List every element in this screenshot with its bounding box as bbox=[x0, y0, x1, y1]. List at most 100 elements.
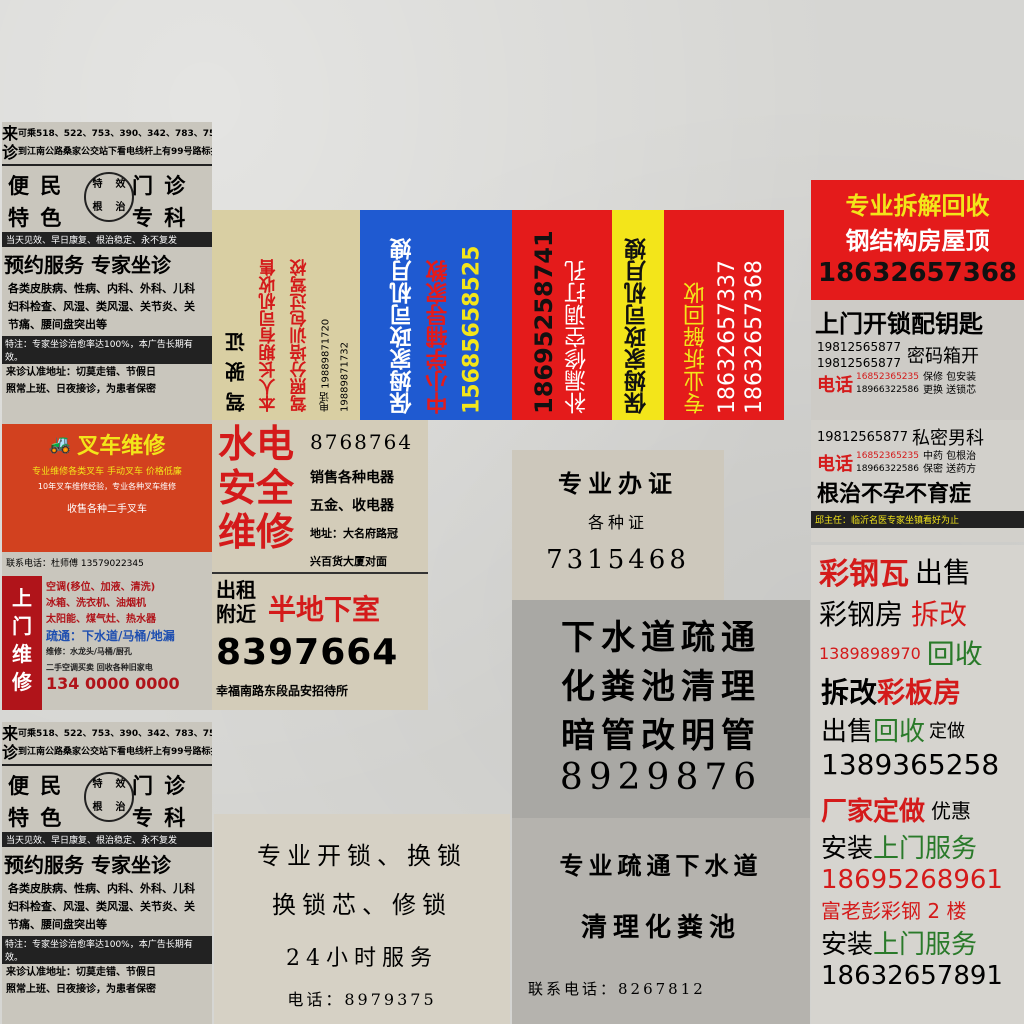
certificate-subtitle: 各种证 bbox=[587, 513, 648, 532]
clinic-big-text: 预约服务 专家坐诊 bbox=[4, 253, 171, 277]
sewer-line3: 暗管改明管 bbox=[561, 716, 761, 756]
clinic-heading-bianmin: 便 民 bbox=[8, 174, 64, 198]
steel-d: 拆改 bbox=[911, 598, 968, 631]
mens-health-phone3: 18966322586 bbox=[856, 464, 919, 474]
lock-bottom-line2: 换锁芯、修锁 bbox=[272, 891, 452, 919]
home-repair-phone: 134 0000 0000 bbox=[46, 674, 180, 693]
nanny-yellow-ad: 保姆家政司机月嫂 bbox=[612, 210, 664, 420]
nanny-blue-line2: 中小学辅导家教 bbox=[426, 260, 452, 414]
utilities-address3: 幸福南路东段品安招待所 bbox=[216, 684, 349, 698]
utilities-big-line3: 维修 bbox=[218, 510, 295, 554]
clinic2-list-line3: 节痛、腰间盘突出等 bbox=[8, 918, 107, 931]
repair-red-ad: 18695258741 补漏修空调打孔 bbox=[512, 210, 612, 420]
utilities-ad: 水电 安全 维修 8768764 销售各种电器 五金、收电器 地址：大名府路冠 … bbox=[212, 420, 428, 710]
factory-b: 优惠 bbox=[931, 799, 972, 823]
utilities-rent2: 附近 bbox=[216, 602, 256, 626]
steel-e: 回收 bbox=[926, 638, 983, 665]
clinic2-seal-icon: 特效 根治 bbox=[84, 772, 134, 822]
locksmith-service2: 更换 送锁芯 bbox=[923, 385, 977, 396]
clinic-ad-bottom: 来 诊 可乘518、522、753、390、342、783、754、821路车 … bbox=[2, 722, 212, 1024]
clinic-special-note: 特注：专家坐诊治愈率达100%，本广告长期有效。 bbox=[2, 336, 212, 364]
mens-health-service2: 保密 送药方 bbox=[923, 464, 977, 475]
nanny-blue-line1: 保姆家政司机月嫂 bbox=[390, 238, 416, 414]
panel-d: 回收 bbox=[873, 717, 926, 747]
factory-d: 上门服务 bbox=[873, 834, 978, 864]
clinic2-zhen: 诊 bbox=[2, 743, 19, 762]
locksmith-phone4: 18966322586 bbox=[856, 385, 919, 395]
utilities-phone: 8768764 bbox=[310, 430, 414, 454]
driver-license-ad: 驾驶证 本人长期有司机收售 驾照分培训包过驾校 电话 19889871720 1… bbox=[212, 210, 360, 420]
locksmith-service1: 保修 包安装 bbox=[923, 372, 977, 383]
panel-house-ad: 拆改 彩板房 出售 回收 定做 1389365258 bbox=[811, 665, 1024, 785]
home-repair-line4: 疏通：下水道/马桶/地漏 bbox=[46, 629, 175, 643]
forklift-line1: 专业维修各类叉车 手动叉车 价格低廉 bbox=[32, 467, 182, 477]
home-repair-side2: 门 bbox=[12, 614, 32, 638]
home-repair-line3: 太阳能、煤气灶、热水器 bbox=[46, 614, 156, 625]
utilities-address2: 兴百货大厦对面 bbox=[310, 555, 387, 568]
clinic-list-line3: 节痛、腰间盘突出等 bbox=[8, 318, 107, 331]
forklift-line2: 10年叉车维修经验，专业各种叉车维修 bbox=[37, 482, 177, 491]
clinic-seal-icon: 特效 根治 bbox=[84, 172, 134, 222]
clinic2-list-line1: 各类皮肤病、性病、内科、外科、儿科 bbox=[8, 882, 195, 895]
locksmith-bottom-ad: 专业开锁、换锁 换锁芯、修锁 24小时服务 电话：8979375 bbox=[214, 814, 510, 1024]
clinic2-special-note: 特注：专家坐诊治愈率达100%，本广告长期有效。 bbox=[2, 936, 212, 964]
utilities-basement: 半地下室 bbox=[268, 593, 381, 626]
factory-phone1: 18695268961 bbox=[821, 865, 1003, 895]
utilities-rent1: 出租 bbox=[216, 578, 256, 602]
nanny-blue-phone: 15685658525 bbox=[459, 245, 485, 414]
clinic2-lai: 来 bbox=[2, 724, 19, 743]
factory-ad: 厂家定做 优惠 安装 上门服务 18695268961 富老彭彩钢 2 楼 安装… bbox=[811, 785, 1024, 1024]
dismantle-red-ad: 专业拆解回收 18632657337 18632657368 bbox=[664, 210, 784, 420]
sewer-phone: 8929876 bbox=[559, 757, 763, 798]
clinic2-heading-bianmin: 便 民 bbox=[8, 774, 64, 798]
factory-f: 安装 bbox=[821, 930, 874, 960]
panel-b: 彩板房 bbox=[877, 676, 962, 709]
panel-e: 定做 bbox=[929, 720, 966, 742]
forklift-icon: 🚜 bbox=[48, 433, 72, 455]
sewer2-line1: 专业疏通下水道 bbox=[559, 851, 763, 880]
steel-tile-ad: 彩钢瓦 出售 彩钢房 拆改 13898989​70 回收 bbox=[811, 545, 1024, 665]
locksmith-phone2: 19812565877 bbox=[817, 356, 901, 370]
mens-health-service1: 中药 包根治 bbox=[923, 451, 977, 462]
certificate-ad: 专业办证 各种证 7315468 bbox=[512, 450, 724, 600]
clinic-zhen: 诊 bbox=[2, 143, 19, 162]
utilities-address1: 地址：大名府路冠 bbox=[310, 527, 398, 540]
clinic2-bus-line1: 可乘518、522、753、390、342、783、754、821路车 bbox=[18, 729, 212, 739]
factory-e: 富老彭彩钢 2 楼 bbox=[821, 899, 967, 923]
mens-health-title: 私密男科 bbox=[911, 428, 984, 449]
driver-line1: 本人长期有司机收售 bbox=[259, 259, 280, 412]
clinic-slogan: 当天见效、早日康复、根治稳定、永不复发 bbox=[2, 232, 212, 247]
locksmith-phone3: 16852365235 bbox=[856, 372, 919, 382]
steel-b: 出售 bbox=[915, 556, 972, 589]
mens-health-tel-label: 电话 bbox=[817, 454, 853, 475]
clinic-ad-top: 来 诊 可乘518、522、753、390、342、783、754、821路车 … bbox=[2, 122, 212, 424]
sewer2-ad: 专业疏通下水道 清理化粪池 联系电话：8267812 bbox=[512, 818, 810, 1024]
factory-a: 厂家定做 bbox=[821, 797, 926, 827]
right-top-line2: 钢结构房屋顶 bbox=[845, 227, 990, 255]
home-repair-ad: 上 门 维 修 空调(移位、加液、清洗) 冰箱、洗衣机、油烟机 太阳能、煤气灶、… bbox=[2, 576, 212, 710]
clinic2-big-text: 预约服务 专家坐诊 bbox=[4, 853, 171, 877]
mens-health-big: 根治不孕不育症 bbox=[817, 482, 972, 507]
steel-a: 彩钢瓦 bbox=[819, 557, 909, 592]
utilities-sales-line: 销售各种电器 bbox=[310, 470, 394, 486]
clinic-heading-menzhen: 门 诊 bbox=[132, 174, 188, 198]
clinic2-slogan: 当天见效、早日康复、根治稳定、永不复发 bbox=[2, 832, 212, 847]
clinic-heading-tese: 特 色 bbox=[8, 206, 64, 230]
dismantle-red-phone2: 18632657368 bbox=[742, 260, 767, 414]
utilities-hardware-line: 五金、收电器 bbox=[310, 498, 394, 514]
clinic2-heading-tese: 特 色 bbox=[8, 806, 64, 830]
repair-red-phone: 18695258741 bbox=[530, 230, 558, 414]
certificate-phone: 7315468 bbox=[546, 545, 690, 575]
home-repair-side1: 上 bbox=[12, 586, 32, 610]
forklift-ad: 🚜 叉车维修 专业维修各类叉车 手动叉车 价格低廉 10年叉车维修经验，专业各种… bbox=[2, 424, 212, 576]
dismantle-red-line1: 专业拆解回收 bbox=[684, 282, 709, 414]
lock-bottom-tel: 电话：8979375 bbox=[287, 990, 437, 1009]
sewer-line2: 化粪池清理 bbox=[561, 667, 761, 707]
panel-phone: 1389365258 bbox=[821, 748, 1000, 781]
mens-health-ad: 19812565877 私密男科 电话 16852365235 18966322… bbox=[811, 420, 1024, 542]
sewer2-line2: 清理化粪池 bbox=[580, 913, 741, 943]
steel-phone: 13898989​70 bbox=[819, 643, 921, 663]
repair-red-line1: 补漏修空调打孔 bbox=[565, 260, 590, 414]
home-repair-side4: 修 bbox=[12, 670, 32, 694]
home-repair-side3: 维 bbox=[12, 642, 32, 666]
